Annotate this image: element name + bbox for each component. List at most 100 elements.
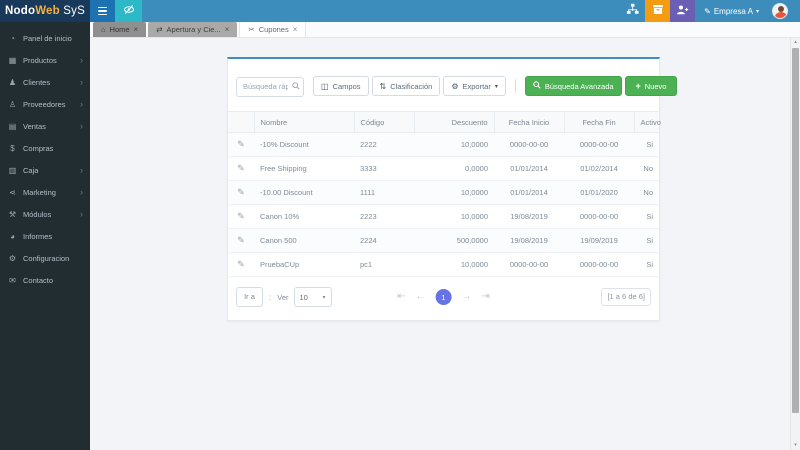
gear-icon: ⚙ — [8, 253, 17, 263]
open-tabs-bar: ⌂ Home × ⇄ Apertura y Cie... × ✂ Cupones… — [90, 21, 800, 38]
first-page-button[interactable]: ⇤ — [397, 291, 406, 302]
last-page-button[interactable]: ⇥ — [481, 291, 490, 302]
chevron-down-icon: ▾ — [322, 294, 326, 301]
inventory-button[interactable] — [645, 0, 671, 22]
close-icon[interactable]: × — [133, 25, 139, 34]
header-fecha-fin: Fecha Fin — [564, 111, 635, 133]
busqueda-avanzada-button[interactable]: Búsqueda Avanzada — [524, 76, 622, 96]
cell-activo: Si — [634, 228, 659, 253]
edit-row-button[interactable]: ✎ — [228, 156, 254, 181]
cell-fecha-fin: 19/09/2019 — [564, 228, 634, 253]
chevron-right-icon: › — [80, 98, 83, 109]
campos-button[interactable]: ◫ Campos — [313, 76, 369, 96]
table-row: ✎ Free Shipping 3333 0,0000 01/01/2014 0… — [228, 156, 659, 181]
scrollbar-thumb[interactable] — [792, 48, 799, 413]
sidebar-item-marketing[interactable]: ⋖ Marketing › — [0, 181, 90, 203]
tab-cupones[interactable]: ✂ Cupones × — [239, 21, 307, 37]
cell-nombre: -10.00 Discount — [254, 180, 354, 205]
modules-icon: ⚒ — [8, 209, 17, 219]
tab-apertura-label: Apertura y Cie... — [166, 25, 221, 34]
sidebar-item-proveedores[interactable]: ♙ Proveedores › — [8, 98, 83, 109]
cell-fecha-fin: 01/01/2020 — [564, 180, 634, 205]
header-edit — [228, 111, 255, 133]
sitemap-button[interactable] — [620, 0, 645, 22]
exchange-icon: ⇄ — [156, 25, 163, 34]
cell-fecha-fin: 0000-00-00 — [564, 252, 634, 277]
edit-row-button[interactable]: ✎ — [228, 228, 254, 253]
sidebar-item-panel-de-inicio[interactable]: ◔ Panel de inicio — [0, 27, 90, 49]
tab-apertura-y-cierre[interactable]: ⇄ Apertura y Cie... × — [148, 22, 238, 37]
chevron-right-icon: › — [80, 54, 83, 65]
edit-row-button[interactable]: ✎ — [228, 180, 254, 205]
box-icon — [652, 2, 664, 20]
table-row: ✎ Canon 500 2224 500,0000 19/08/2019 19/… — [228, 228, 659, 253]
share-icon: ⋖ — [9, 187, 16, 197]
sidebar-item-informes[interactable]: ◕ Informes — [0, 225, 90, 247]
app-logo[interactable]: NodoWeb SyS — [0, 0, 90, 22]
cell-activo: Si — [634, 204, 659, 229]
quick-search — [236, 76, 304, 97]
dollar-icon: $ — [10, 143, 15, 153]
edit-row-button[interactable]: ✎ — [228, 132, 254, 157]
clasificacion-button[interactable]: ⇅ Clasificación — [371, 76, 441, 96]
close-icon[interactable]: × — [292, 25, 298, 34]
edit-row-button[interactable]: ✎ — [228, 204, 254, 229]
table-row: ✎ Canon 10% 2223 10,0000 19/08/2019 0000… — [228, 204, 659, 229]
sidebar-item-contacto[interactable]: ✉ Contacto — [0, 269, 90, 291]
scroll-up-arrow[interactable]: ▴ — [794, 39, 797, 45]
table-row: ✎ PruebaCUp pc1 10,0000 0000-00-00 0000-… — [228, 252, 659, 277]
eye-slash-icon — [123, 2, 135, 20]
sidebar-item-compras[interactable]: $ Compras — [0, 137, 90, 159]
cell-codigo: pc1 — [354, 252, 414, 277]
cell-descuento: 10,0000 — [414, 132, 494, 157]
clients-icon: ♟ — [8, 77, 17, 87]
sidebar-item-productos[interactable]: ▦ Productos › — [8, 54, 83, 65]
scroll-down-arrow[interactable]: ▾ — [794, 442, 797, 448]
page-size-select[interactable]: 10 ▾ — [293, 287, 332, 307]
cupones-panel: ◫ Campos ⇅ Clasificación ⚙ Exportar ▾ Bú… — [227, 57, 678, 321]
user-plus-icon — [676, 2, 689, 20]
records-range-label: [1 a 6 de 6] — [601, 288, 651, 306]
cell-descuento: 10,0000 — [414, 252, 494, 277]
exportar-button[interactable]: ⚙ Exportar ▾ — [443, 76, 506, 96]
next-page-button[interactable]: → — [461, 291, 472, 302]
sidebar-toggle-button[interactable] — [90, 0, 115, 22]
user-avatar[interactable] — [772, 3, 788, 19]
table-row: ✎ -10% Discount 2222 10,0000 0000-00-00 … — [228, 132, 659, 157]
edit-company-icon: ✎ — [704, 6, 711, 16]
nuevo-button[interactable]: + Nuevo — [624, 76, 678, 96]
chevron-right-icon: › — [80, 120, 83, 131]
sidebar-item-ventas[interactable]: ▤ Ventas › — [8, 120, 83, 131]
tab-home[interactable]: ⌂ Home × — [93, 22, 147, 37]
company-name: Empresa A — [713, 6, 753, 16]
sidebar-item-modulos[interactable]: ⚒ Módulos › — [8, 208, 83, 219]
goto-separator: : — [269, 292, 272, 302]
close-icon[interactable]: × — [224, 25, 230, 34]
search-input[interactable] — [236, 76, 304, 97]
add-user-button[interactable] — [670, 0, 696, 22]
cell-codigo: 2222 — [354, 132, 414, 157]
sidebar-item-clientes[interactable]: ♟ Clientes › — [8, 76, 83, 87]
cell-codigo: 3333 — [354, 156, 414, 181]
hamburger-icon — [98, 6, 107, 9]
columns-icon: ◫ — [321, 81, 329, 91]
cell-descuento: 10,0000 — [414, 204, 494, 229]
avatar-body — [775, 12, 787, 18]
company-menu[interactable]: ✎ Empresa A ▾ — [695, 7, 768, 16]
cell-descuento: 0,0000 — [414, 156, 494, 181]
cell-fecha-inicio: 01/01/2014 — [494, 156, 564, 181]
cash-register-icon: ▥ — [8, 165, 17, 175]
page-size-label: Ver — [277, 292, 289, 302]
chevron-right-icon: › — [80, 76, 83, 87]
prev-page-button[interactable]: ← — [415, 291, 426, 302]
edit-row-button[interactable]: ✎ — [228, 252, 254, 277]
hide-view-button[interactable] — [115, 0, 142, 22]
products-icon: ▦ — [8, 55, 17, 65]
sidebar-item-configuracion[interactable]: ⚙ Configuracion — [8, 253, 70, 263]
cell-fecha-inicio: 01/01/2014 — [494, 180, 564, 205]
header-activo: Activo — [634, 111, 661, 133]
goto-page-box[interactable]: Ir a — [236, 287, 263, 307]
sidebar-item-caja[interactable]: ▥ Caja › — [8, 164, 83, 175]
cell-activo: No — [634, 156, 659, 181]
current-page-button[interactable]: 1 — [435, 289, 452, 305]
